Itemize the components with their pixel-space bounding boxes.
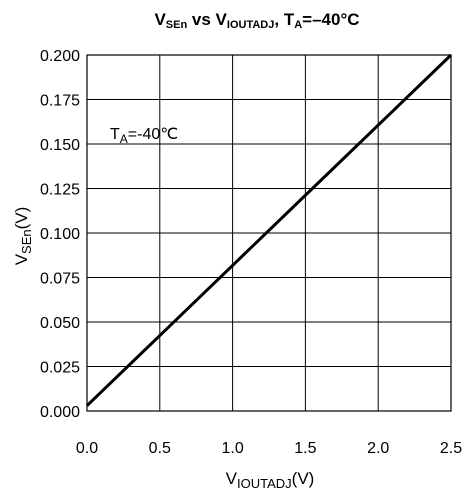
y-tick-label: 0.150 [40, 137, 80, 154]
chart-title: VSEn vs VIOUTADJ, TA=–40°C [154, 10, 359, 31]
series-layer [87, 55, 451, 406]
y-tick-label: 0.075 [40, 271, 80, 288]
x-tick-labels: 0.0 0.5 1.0 1.5 2.0 2.5 [76, 440, 462, 457]
x-tick-label: 2.0 [367, 440, 389, 457]
y-tick-label: 0.050 [40, 315, 80, 332]
x-axis-label: VIOUTADJ(V) [226, 469, 315, 491]
y-tick-label: 0.125 [40, 182, 80, 199]
y-tick-label: 0.000 [40, 404, 80, 421]
y-tick-label: 0.200 [40, 48, 80, 65]
y-tick-label: 0.100 [40, 226, 80, 243]
x-tick-label: 2.5 [440, 440, 462, 457]
series-line [87, 55, 451, 406]
y-axis-label: VSEn(V) [12, 207, 34, 266]
x-tick-label: 1.0 [221, 440, 243, 457]
y-tick-labels: 0.000 0.025 0.050 0.075 0.100 0.125 0.150 0.175… [40, 48, 80, 421]
x-tick-label: 1.5 [294, 440, 316, 457]
y-tick-label: 0.175 [40, 93, 80, 110]
x-tick-label: 0.5 [149, 440, 171, 457]
y-tick-label: 0.025 [40, 360, 80, 377]
temperature-annotation: TA=-40℃ [110, 126, 178, 146]
x-tick-label: 0.0 [76, 440, 98, 457]
